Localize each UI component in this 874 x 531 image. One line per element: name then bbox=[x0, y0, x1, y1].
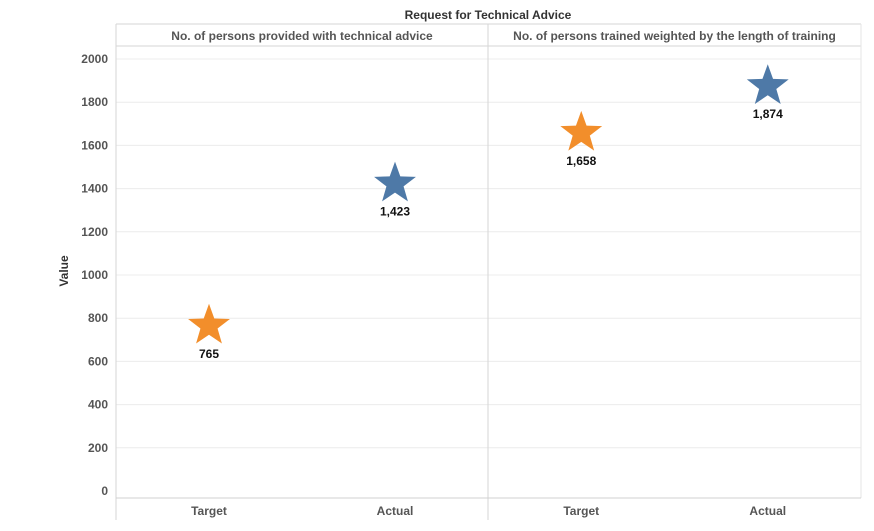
y-tick-label: 1800 bbox=[81, 95, 108, 109]
panels-layer: No. of persons provided with technical a… bbox=[115, 23, 862, 520]
data-label: 1,874 bbox=[753, 107, 783, 121]
x-category-label: Target bbox=[563, 504, 599, 518]
x-category-label: Actual bbox=[749, 504, 786, 518]
marks-layer: 765 1,423 1,658 1,874 bbox=[188, 64, 789, 361]
y-tick-label: 400 bbox=[88, 398, 108, 412]
data-label: 765 bbox=[199, 347, 219, 361]
star-marker-actual bbox=[374, 161, 416, 202]
data-label: 1,658 bbox=[566, 154, 596, 168]
star-marker-actual bbox=[746, 64, 789, 105]
y-tick-label: 1400 bbox=[81, 182, 108, 196]
x-category-label: Actual bbox=[377, 504, 414, 518]
star-marker-target bbox=[188, 303, 230, 344]
x-category-label: Target bbox=[191, 504, 227, 518]
y-tick-label: 2000 bbox=[81, 52, 108, 66]
panel-label: No. of persons trained weighted by the l… bbox=[513, 29, 836, 43]
star-marker-target bbox=[560, 110, 603, 151]
chart-title: Request for Technical Advice bbox=[405, 8, 572, 22]
y-tick-label: 0 bbox=[101, 484, 108, 498]
y-tick-label: 800 bbox=[88, 311, 108, 325]
y-tick-label: 1000 bbox=[81, 268, 108, 282]
y-axis-label: Value bbox=[57, 255, 71, 287]
data-label: 1,423 bbox=[380, 205, 410, 219]
y-tick-label: 1200 bbox=[81, 225, 108, 239]
panel-label: No. of persons provided with technical a… bbox=[171, 29, 433, 43]
y-tick-label: 1600 bbox=[81, 138, 108, 152]
y-tick-label: 600 bbox=[88, 354, 108, 368]
y-axis: 0 200 400 600 800 1000 1200 1400 1600 1800 2000 bbox=[81, 52, 108, 498]
y-tick-label: 200 bbox=[88, 441, 108, 455]
